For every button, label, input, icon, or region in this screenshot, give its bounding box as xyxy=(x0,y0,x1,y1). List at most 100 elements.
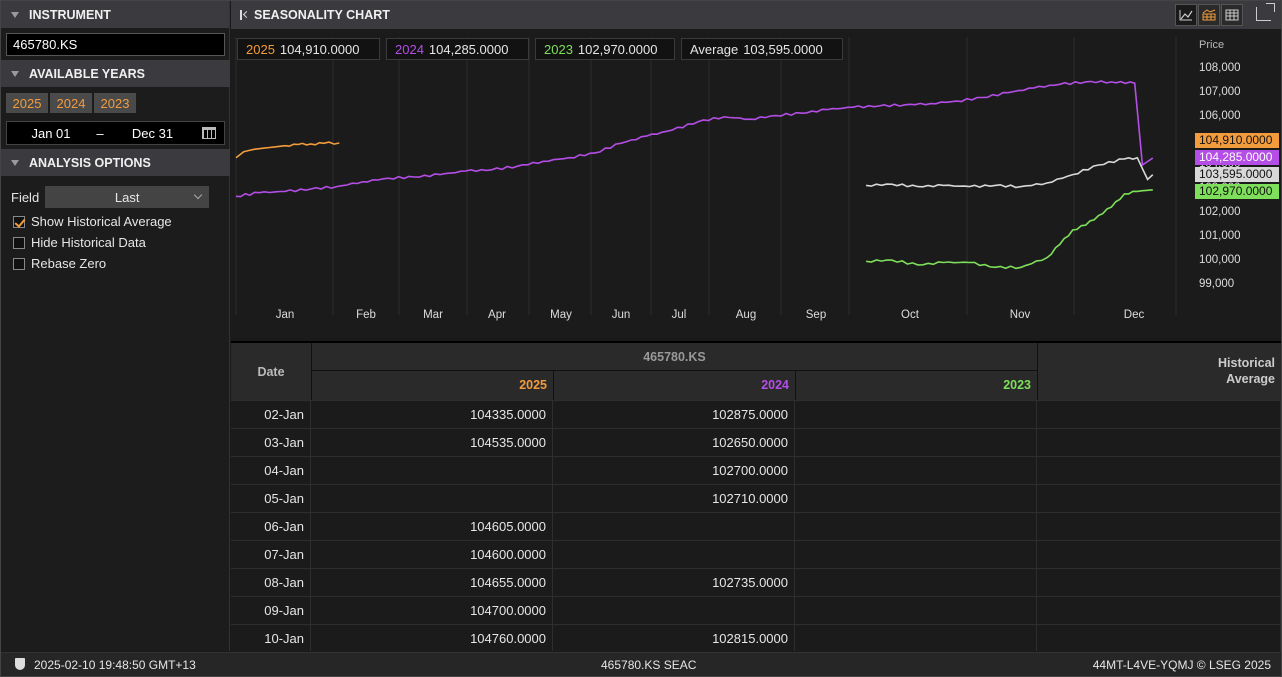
series-line-2024 xyxy=(235,80,1154,198)
table-row[interactable]: 08-Jan 104655.0000 102735.0000 xyxy=(231,568,1281,597)
available-years-header-label: AVAILABLE YEARS xyxy=(29,66,145,81)
avg-header-line1: Historical xyxy=(1218,356,1275,370)
table-view-button[interactable] xyxy=(1221,4,1243,26)
x-tick-label: Jul xyxy=(671,309,687,321)
status-bar: 2025-02-10 19:48:50 GMT+13 465780.KS SEA… xyxy=(1,652,1281,676)
table-cell-y2025 xyxy=(311,457,553,485)
legend-2025: 2025 104,910.0000 xyxy=(237,38,380,60)
table-cell-y2024: 102875.0000 xyxy=(553,401,795,429)
legend-year: 2023 xyxy=(544,41,573,57)
table-cell-avg xyxy=(1037,569,1281,597)
price-tag-2025: 104,910.0000 xyxy=(1195,133,1279,148)
table-cell-y2023 xyxy=(795,429,1037,457)
table-row[interactable]: 10-Jan 104760.0000 102815.0000 xyxy=(231,624,1281,651)
field-row: Field Last xyxy=(11,186,210,208)
table-cell-y2024 xyxy=(553,541,795,569)
table-cell-y2025: 104655.0000 xyxy=(311,569,553,597)
legend-value: 102,970.0000 xyxy=(577,41,658,57)
x-tick-label: Feb xyxy=(356,309,376,321)
y-tick-label: 99,000 xyxy=(1199,278,1235,291)
column-header-2023[interactable]: 2023 xyxy=(795,371,1037,400)
date-range-picker[interactable]: Jan 01 – Dec 31 xyxy=(6,121,225,145)
table-cell-y2023 xyxy=(795,625,1037,651)
chart-title: SEASONALITY CHART xyxy=(254,8,390,22)
start-date[interactable]: Jan 01 xyxy=(31,125,71,141)
analysis-options-section-header[interactable]: ANALYSIS OPTIONS xyxy=(1,149,230,176)
year-chip-2025[interactable]: 2025 xyxy=(6,93,48,113)
table-row[interactable]: 02-Jan 104335.0000 102875.0000 xyxy=(231,400,1281,429)
rebase-zero-checkbox[interactable] xyxy=(13,257,25,270)
collapse-panel-icon[interactable] xyxy=(240,10,250,20)
year-chip-2024[interactable]: 2024 xyxy=(50,93,92,113)
table-cell-y2023 xyxy=(795,513,1037,541)
x-tick-label: Aug xyxy=(735,309,757,321)
table-cell-y2025: 104335.0000 xyxy=(311,401,553,429)
hide-historical-data-checkbox[interactable] xyxy=(13,236,25,249)
status-timestamp: 2025-02-10 19:48:50 GMT+13 xyxy=(34,658,196,672)
column-header-2025[interactable]: 2025 xyxy=(311,371,553,400)
show-historical-average-option[interactable]: Show Historical Average xyxy=(13,214,172,229)
table-row[interactable]: 04-Jan 102700.0000 xyxy=(231,456,1281,485)
legend-year: 2025 xyxy=(246,41,275,57)
legend-2023: 2023 102,970.0000 xyxy=(535,38,675,60)
available-years-section-header[interactable]: AVAILABLE YEARS xyxy=(1,60,230,87)
legend-2024: 2024 104,285.0000 xyxy=(386,38,529,60)
table-cell-date: 02-Jan xyxy=(231,401,311,429)
hide-historical-data-option[interactable]: Hide Historical Data xyxy=(13,235,146,250)
shield-icon xyxy=(15,658,25,670)
x-tick-label: Dec xyxy=(1123,309,1145,321)
series-line-2025 xyxy=(235,141,340,159)
table-row[interactable]: 03-Jan 104535.0000 102650.0000 xyxy=(231,428,1281,457)
show-historical-average-checkbox[interactable] xyxy=(13,215,25,228)
historical-average-column-header[interactable]: Historical Average xyxy=(1037,343,1281,400)
table-cell-date: 08-Jan xyxy=(231,569,311,597)
y-tick-label: 107,000 xyxy=(1199,85,1241,98)
table-row[interactable]: 09-Jan 104700.0000 xyxy=(231,596,1281,625)
price-tag-2024: 104,285.0000 xyxy=(1195,150,1279,165)
end-date[interactable]: Dec 31 xyxy=(131,125,174,141)
x-tick-label: Nov xyxy=(1009,309,1031,321)
table-cell-y2024 xyxy=(553,597,795,625)
legend-year: Average xyxy=(690,41,739,57)
calendar-icon[interactable] xyxy=(202,127,216,139)
table-row[interactable]: 07-Jan 104600.0000 xyxy=(231,540,1281,569)
legend-value: 104,910.0000 xyxy=(279,41,360,57)
date-column-header[interactable]: Date xyxy=(257,364,285,379)
share-export-icon[interactable] xyxy=(1256,3,1275,21)
legend-average: Average 103,595.0000 xyxy=(681,38,843,60)
table-cell-y2023 xyxy=(795,597,1037,625)
rebase-zero-option[interactable]: Rebase Zero xyxy=(13,256,106,271)
table-cell-y2024: 102710.0000 xyxy=(553,485,795,513)
table-row[interactable]: 06-Jan 104605.0000 xyxy=(231,512,1281,541)
column-header-2024[interactable]: 2024 xyxy=(553,371,795,400)
y-tick-label: 101,000 xyxy=(1199,230,1241,243)
table-cell-y2024: 102815.0000 xyxy=(553,625,795,651)
instrument-input[interactable]: 465780.KS xyxy=(6,33,225,56)
year-chip-2023[interactable]: 2023 xyxy=(94,93,136,113)
table-header: Date 465780.KS 2025 2024 2023 Historical… xyxy=(231,343,1281,400)
table-cell-y2024: 102700.0000 xyxy=(553,457,795,485)
line-chart-view-button[interactable] xyxy=(1175,4,1197,26)
table-icon xyxy=(1225,9,1239,21)
status-copyright: 44MT-L4VE-YQMJ © LSEG 2025 xyxy=(1092,658,1271,672)
legend-year: 2024 xyxy=(395,41,424,57)
left-panel: INSTRUMENT 465780.KS AVAILABLE YEARS 202… xyxy=(1,1,230,651)
table-cell-avg xyxy=(1037,625,1281,651)
table-cell-y2023 xyxy=(795,401,1037,429)
y-tick-label: 100,000 xyxy=(1199,254,1241,267)
table-cell-date: 05-Jan xyxy=(231,485,311,513)
y-axis-label: Price xyxy=(1199,39,1225,51)
seasonality-table: Date 465780.KS 2025 2024 2023 Historical… xyxy=(231,341,1281,651)
chart-and-table-view-button[interactable] xyxy=(1198,4,1220,26)
field-select[interactable]: Last xyxy=(45,186,210,208)
price-tag-average: 103,595.0000 xyxy=(1195,167,1279,182)
table-cell-avg xyxy=(1037,429,1281,457)
field-select-value: Last xyxy=(114,189,140,205)
chart-table-icon xyxy=(1202,9,1216,21)
instrument-section-header[interactable]: INSTRUMENT xyxy=(1,1,229,28)
table-row[interactable]: 05-Jan 102710.0000 xyxy=(231,484,1281,513)
y-tick-label: 106,000 xyxy=(1199,109,1241,122)
line-chart-icon xyxy=(1179,10,1193,21)
checkbox-label: Rebase Zero xyxy=(31,256,107,271)
series-line-2023 xyxy=(865,189,1153,270)
